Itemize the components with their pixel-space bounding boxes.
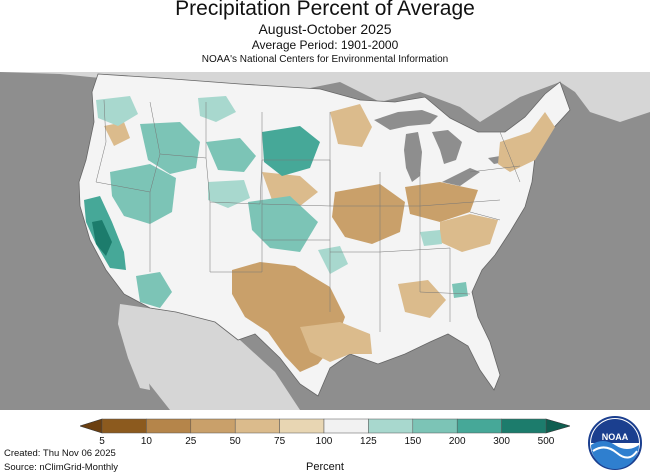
- wet-carolina-spot: [452, 282, 468, 298]
- average-period: Average Period: 1901-2000: [251, 38, 399, 52]
- dry-appalachia: [440, 214, 498, 252]
- legend-tick-label: 125: [360, 436, 377, 447]
- state-borders: [95, 99, 521, 332]
- legend-swatch: [101, 418, 147, 434]
- legend-swatch: [234, 418, 280, 434]
- wet-washington: [198, 96, 236, 122]
- wet-arizona: [136, 272, 172, 308]
- wet-north-dakota: [262, 126, 320, 176]
- dry-southeast: [398, 280, 446, 318]
- wet-wyoming: [208, 180, 250, 208]
- wet-idaho-montana: [140, 122, 200, 174]
- legend-swatch: [323, 418, 369, 434]
- legend-tick-label: 200: [448, 436, 466, 447]
- noaa-logo-icon: NOAA: [587, 415, 643, 476]
- dry-upper-midwest: [330, 104, 372, 147]
- canada-land: [0, 72, 650, 122]
- precipitation-map: [0, 72, 650, 410]
- dry-midwest: [332, 184, 405, 244]
- legend-swatch: [368, 418, 414, 434]
- wet-nevada-utah: [110, 164, 176, 224]
- dry-plains: [262, 172, 318, 206]
- legend-tick-label: 500: [537, 436, 555, 447]
- legend-tick-label: 25: [185, 436, 197, 447]
- legend-swatch: [501, 418, 547, 434]
- dry-northeast: [498, 112, 555, 172]
- legend-swatch: [412, 418, 458, 434]
- legend-tick-label: 10: [140, 436, 152, 447]
- legend-arrow-high: [545, 418, 572, 434]
- legend-tick-label: 100: [315, 436, 333, 447]
- lake-erie: [442, 168, 480, 186]
- dry-regions: [104, 104, 555, 372]
- dry-gulf-coast: [300, 322, 372, 362]
- legend-tick-label: 300: [493, 436, 510, 447]
- wet-montana-east: [206, 138, 256, 172]
- legend-unit: Percent: [306, 461, 344, 473]
- map-title: Precipitation Percent of Average: [175, 0, 475, 20]
- lake-michigan: [404, 132, 422, 182]
- dry-northwest: [104, 122, 130, 146]
- lake-superior: [374, 110, 438, 130]
- wet-california-core: [92, 220, 112, 256]
- legend-arrow-low: [79, 418, 103, 434]
- organization-label: NOAA's National Centers for Environmenta…: [201, 54, 449, 65]
- legend-swatch: [279, 418, 325, 434]
- legend-tick-label: 75: [274, 436, 286, 447]
- mexico-land: [120, 304, 300, 410]
- created-date: Created: Thu Nov 06 2025: [4, 448, 116, 459]
- wet-kentucky-spot: [420, 230, 442, 246]
- legend-tick-label: 50: [229, 436, 241, 447]
- wet-pacific-nw: [96, 96, 138, 126]
- data-source: Source: nClimGrid-Monthly: [4, 462, 119, 473]
- dry-ohio-valley: [405, 182, 478, 222]
- wet-colorado: [248, 196, 318, 252]
- wet-regions: [84, 96, 468, 308]
- wet-nebraska-spot: [318, 246, 348, 274]
- legend-swatch: [456, 418, 502, 434]
- lake-huron: [432, 130, 462, 164]
- legend-swatch: [146, 418, 192, 434]
- logo-text: NOAA: [602, 432, 629, 442]
- map-subtitle: August-October 2025: [258, 21, 392, 37]
- legend-tick-label: 150: [404, 436, 422, 447]
- legend-swatch: [190, 418, 236, 434]
- color-legend: [79, 416, 572, 441]
- baja-land: [118, 304, 150, 390]
- legend-tick-label: 5: [99, 436, 105, 447]
